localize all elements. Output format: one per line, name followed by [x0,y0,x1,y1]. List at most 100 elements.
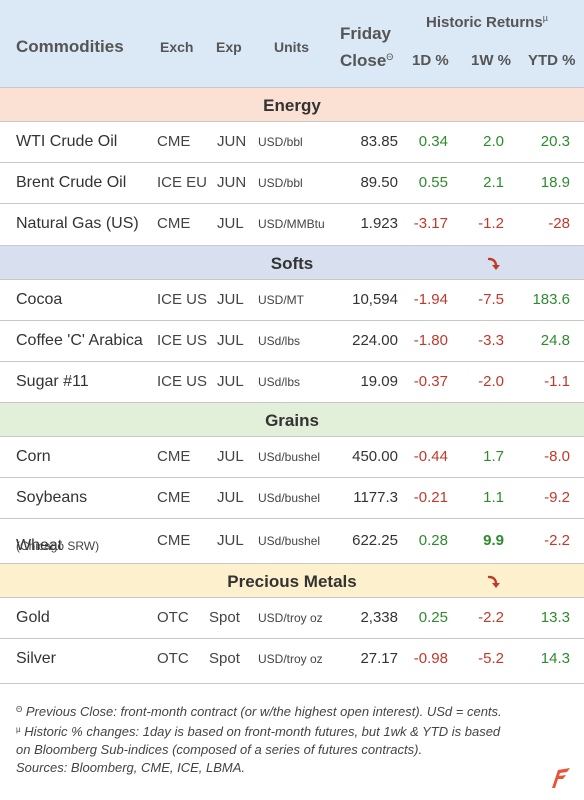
return-1w: -2.2 [478,609,504,626]
return-1d: -0.37 [413,373,448,390]
friday-close: 450.00 [352,448,398,465]
commodity-name: Sugar #11 [16,373,89,390]
return-ytd: -2.2 [544,532,570,549]
expiry: JUL [217,448,244,465]
section-softs: Softs [0,245,584,280]
return-1w: -2.0 [478,373,504,390]
return-1d: -0.44 [413,448,448,465]
return-ytd: -8.0 [544,448,570,465]
return-1w: 2.0 [483,133,504,150]
section-precious-metals: Precious Metals [0,563,584,598]
header-close-label: Close [340,51,387,70]
return-1w: -1.2 [478,215,504,232]
table-row: Soybeans CME JUL USd/bushel 1177.3 -0.21… [0,478,584,518]
return-ytd: 24.8 [540,332,570,349]
friday-close: 622.25 [352,532,398,549]
expiry: JUL [217,332,244,349]
footnote-line-3: on Bloomberg Sub-indices (composed of a … [16,742,423,757]
expiry: JUL [217,373,244,390]
table-row: Cocoa ICE US JUL USD/MT 10,594 -1.94 -7.… [0,280,584,320]
header-1w: 1W % [471,52,512,69]
table-row: WTI Crude Oil CME JUN USD/bbl 83.85 0.34… [0,122,584,162]
exchange: ICE US [157,291,208,308]
row-divider [0,477,584,478]
exchange: ICE EU [157,174,208,191]
commodity-name-main: Wheat [16,537,63,554]
exchange: CME [157,448,191,465]
exchange: OTC [157,609,189,626]
section-energy: Energy [0,87,584,122]
return-1w: -7.5 [478,291,504,308]
row-divider [0,162,584,163]
units: USd/bushel [258,450,321,464]
units: USd/bushel [258,491,321,505]
brand-logo-icon [552,768,570,788]
expiry: Spot [209,609,240,626]
expiry: JUL [217,489,244,506]
footnote-sources: Sources: Bloomberg, CME, ICE, LBMA. [16,760,246,775]
friday-close: 19.09 [360,373,398,390]
header-commodities: Commodities [16,37,124,56]
exchange: CME [157,133,191,150]
return-1d: -1.80 [413,332,448,349]
return-1w: 1.1 [483,489,504,506]
table-row: Sugar #11 ICE US JUL USd/lbs 19.09 -0.37… [0,362,584,402]
friday-close: 2,338 [360,609,398,626]
row-divider [0,361,584,362]
row-divider [0,518,584,519]
footnotes: Θ Previous Close: front-month contract (… [16,701,572,777]
curved-down-arrow-icon [487,257,500,270]
header-ytd: YTD % [528,52,576,69]
return-1d: 0.25 [418,609,448,626]
expiry: JUN [217,133,247,150]
units: USd/bushel [258,534,321,548]
return-1w: 1.7 [483,448,504,465]
friday-close: 10,594 [352,291,398,308]
units: USd/lbs [258,334,301,348]
return-ytd: 183.6 [532,291,570,308]
row-divider [0,203,584,204]
expiry: Spot [209,650,240,667]
return-1d: -0.98 [413,650,448,667]
table-row: Coffee 'C' Arabica ICE US JUL USd/lbs 22… [0,321,584,361]
exchange: CME [157,489,191,506]
return-ytd: -1.1 [544,373,570,390]
units: USD/MMBtu [258,217,325,231]
exchange: ICE US [157,373,208,390]
header-close-mark: Θ [386,52,394,62]
exchange: CME [157,215,191,232]
footnote-line-2: Historic % changes: 1day is based on fro… [20,724,501,739]
header-close: CloseΘ [340,51,393,71]
return-ytd: -28 [548,215,570,232]
return-ytd: 20.3 [540,133,570,150]
commodity-name: WTI Crude Oil [16,133,118,150]
friday-close: 83.85 [360,133,398,150]
friday-close: 224.00 [352,332,398,349]
section-grains: Grains [0,402,584,437]
units: USD/troy oz [258,611,323,625]
table-header: Commodities Exch Exp Units Friday CloseΘ… [0,0,584,87]
header-historic-mark: µ [542,13,548,23]
exchange: ICE US [157,332,208,349]
return-1d: 0.34 [418,133,448,150]
return-1w: -3.3 [478,332,504,349]
commodity-name: Gold [16,609,50,626]
header-exch: Exch [160,39,194,55]
table-row: Natural Gas (US) CME JUL USD/MMBtu 1.923… [0,204,584,244]
return-ytd: 13.3 [540,609,570,626]
header-historic-label: Historic Returns [426,14,543,31]
footnote-previous-close: Θ Previous Close: front-month contract (… [16,701,572,721]
friday-close: 89.50 [360,174,398,191]
expiry: JUL [217,291,244,308]
table-row: Brent Crude Oil ICE EU JUN USD/bbl 89.50… [0,163,584,203]
expiry: JUL [217,215,244,232]
header-1d: 1D % [412,52,449,69]
footnote-historic: µ Historic % changes: 1day is based on f… [16,721,572,741]
return-1w: 2.1 [483,174,504,191]
row-divider [0,320,584,321]
table-bottom-divider [0,683,584,684]
friday-close: 27.17 [360,650,398,667]
commodity-name: Corn [16,448,51,465]
header-friday: Friday [340,24,392,43]
commodity-name: Soybeans [16,489,88,506]
